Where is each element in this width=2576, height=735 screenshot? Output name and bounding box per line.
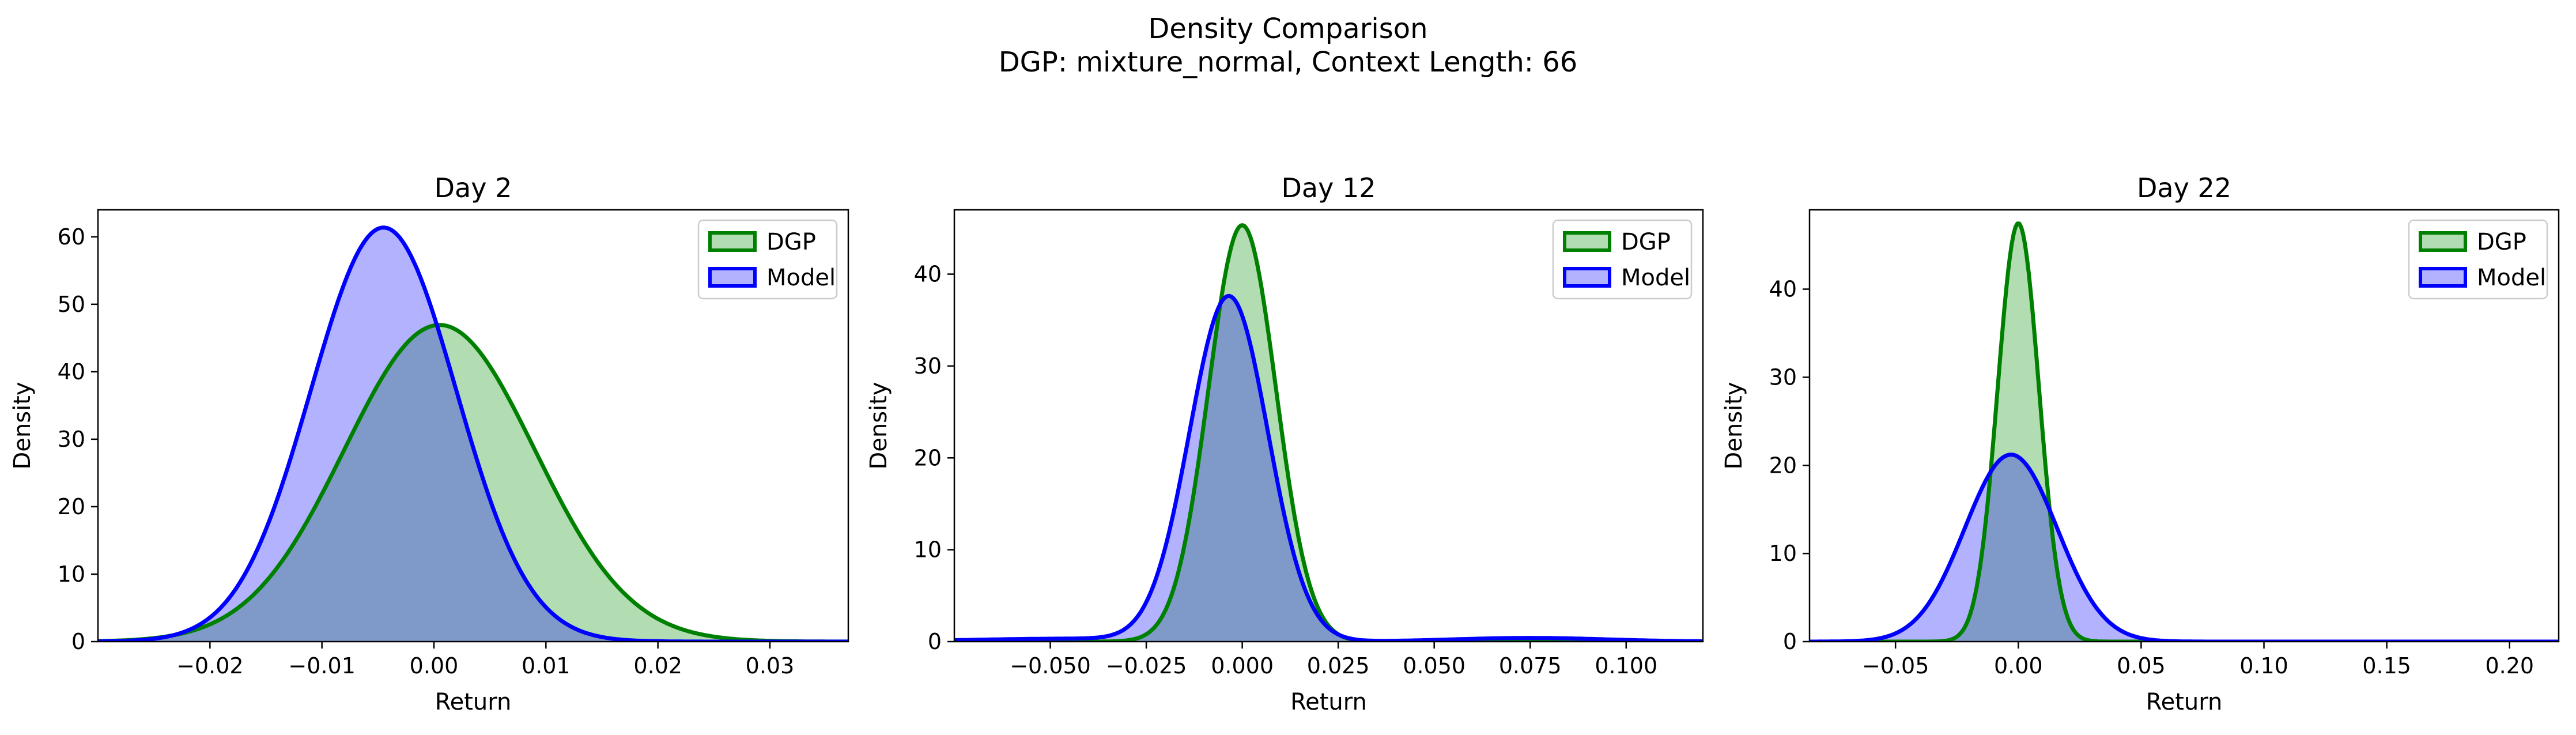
y-tick-label: 40 <box>1769 277 1797 302</box>
y-axis-label: Density <box>1721 382 1747 469</box>
x-tick-label: −0.05 <box>1862 653 1929 679</box>
legend-dgp-swatch <box>1563 231 1611 252</box>
x-tick-label: −0.02 <box>176 653 243 679</box>
legend-model-label: Model <box>766 265 836 291</box>
y-tick-label: 10 <box>914 537 942 563</box>
overlap-density-fill <box>954 296 1703 642</box>
figure-title-line2: DGP: mixture_normal, Context Length: 66 <box>999 46 1578 78</box>
x-tick-label: 0.000 <box>1211 653 1274 679</box>
x-axis-label: Return <box>1290 689 1367 715</box>
panel-3: −0.05 0.00 0.05 0.10 0.15 0.20 0 10 20 30 40 Day 22… <box>1721 172 2560 715</box>
x-tick-label: 0.03 <box>746 653 795 679</box>
y-tick-label: 0 <box>71 629 85 654</box>
x-tick-label: 0.00 <box>410 653 459 679</box>
legend: DGP Model <box>1552 219 1693 300</box>
legend-model-swatch <box>708 267 757 288</box>
model-density-fill <box>954 296 1703 642</box>
x-tick-label: −0.025 <box>1106 653 1187 679</box>
x-tick-label: 0.02 <box>633 653 682 679</box>
x-axis-label: Return <box>435 689 512 715</box>
y-tick-label: 10 <box>1769 541 1797 566</box>
model-density-fill <box>98 227 848 642</box>
x-tick-label: 0.01 <box>522 653 571 679</box>
legend-model-swatch <box>1563 267 1611 288</box>
y-axis-label: Density <box>9 382 36 469</box>
panel-title: Day 22 <box>2137 172 2231 203</box>
y-tick-label: 10 <box>58 561 85 587</box>
plot-area <box>98 225 848 642</box>
y-tick-label: 30 <box>58 427 85 452</box>
y-tick-label: 20 <box>914 445 942 470</box>
x-tick-label: 0.100 <box>1595 653 1657 679</box>
legend-dgp-label: DGP <box>2477 229 2526 255</box>
model-density-line <box>954 293 1703 642</box>
overlap-density-fill <box>1810 454 2559 642</box>
y-tick-label: 30 <box>1769 364 1797 390</box>
legend: DGP Model <box>697 219 838 300</box>
y-tick-label: 40 <box>58 359 85 385</box>
legend-dgp-label: DGP <box>1621 229 1671 255</box>
y-tick-label: 20 <box>1769 453 1797 478</box>
y-tick-label: 0 <box>1783 629 1797 654</box>
y-tick-label: 50 <box>58 292 85 317</box>
panel-title: Day 2 <box>435 172 512 203</box>
x-tick-label: −0.050 <box>1010 653 1091 679</box>
model-density-line <box>1810 453 2559 642</box>
x-tick-label: 0.050 <box>1403 653 1465 679</box>
axes-frame <box>97 209 849 643</box>
legend-model-label: Model <box>1621 265 1690 291</box>
panel-2: −0.050 −0.025 0.000 0.025 0.050 0.075 0.100 0 10… <box>866 172 1704 715</box>
x-tick-label: 0.15 <box>2362 653 2411 679</box>
plot-area <box>954 223 1703 642</box>
y-tick-label: 20 <box>58 494 85 519</box>
overlap-density-fill <box>98 325 848 642</box>
y-axis-label: Density <box>866 382 892 469</box>
legend-dgp-label: DGP <box>766 229 816 255</box>
dgp-density-line <box>98 323 848 642</box>
y-tick-label: 40 <box>914 262 942 287</box>
x-tick-label: 0.075 <box>1499 653 1562 679</box>
x-tick-label: −0.01 <box>288 653 355 679</box>
legend-dgp-swatch <box>2419 231 2467 252</box>
x-tick-label: 0.10 <box>2239 653 2288 679</box>
y-tick-label: 0 <box>928 629 942 654</box>
axes-frame <box>953 209 1704 643</box>
model-density-line <box>98 225 848 642</box>
x-axis-label: Return <box>2146 689 2223 715</box>
legend: DGP Model <box>2408 219 2548 300</box>
x-tick-label: 0.05 <box>2117 653 2166 679</box>
figure-title-line1: Density Comparison <box>1148 13 1427 45</box>
legend-model-label: Model <box>2477 265 2546 291</box>
y-tick-label: 60 <box>58 224 85 250</box>
x-tick-label: 0.20 <box>2485 653 2534 679</box>
x-tick-label: 0.025 <box>1307 653 1370 679</box>
x-tick-label: 0.00 <box>1994 653 2043 679</box>
panel-title: Day 12 <box>1282 172 1376 203</box>
axes-frame <box>1808 209 2560 643</box>
legend-dgp-swatch <box>708 231 757 252</box>
axes-layer: −0.02 −0.01 0.00 0.01 0.02 0.03 0 10 20 30 40 50 60 D… <box>9 172 2560 715</box>
panel-1: −0.02 −0.01 0.00 0.01 0.02 0.03 0 10 20 30 40 50 60 D… <box>9 172 849 715</box>
y-tick-label: 30 <box>914 353 942 379</box>
legend-model-swatch <box>2419 267 2467 288</box>
